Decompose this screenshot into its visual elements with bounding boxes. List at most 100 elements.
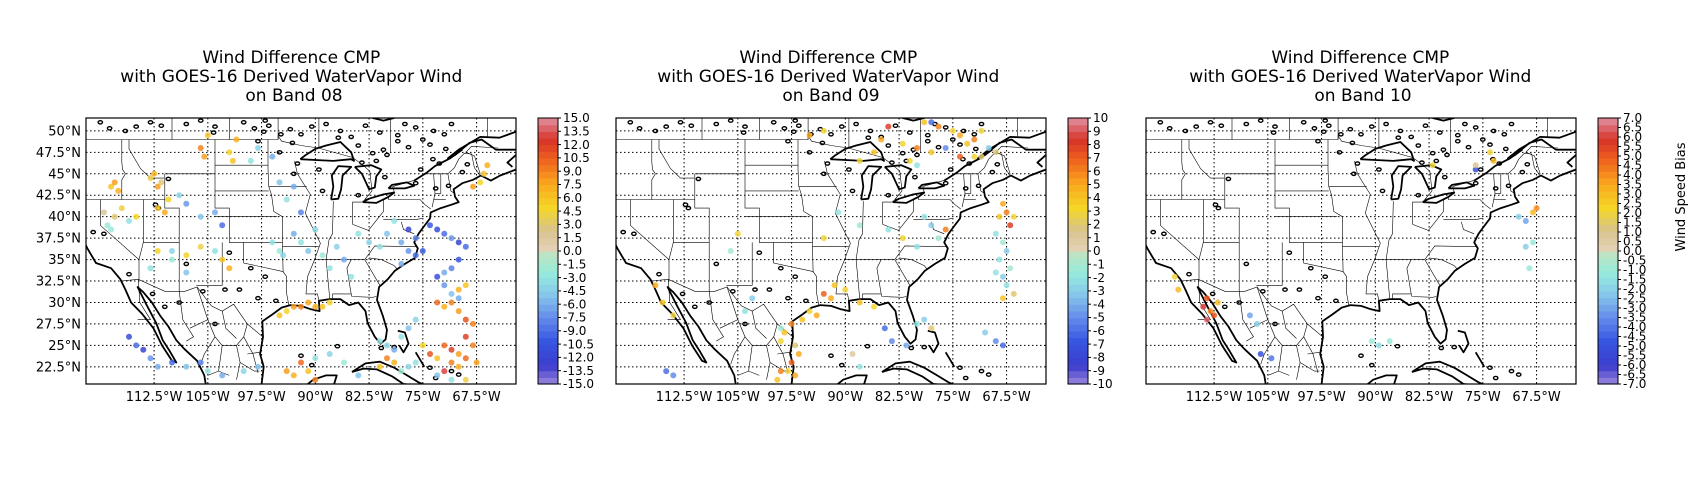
wind-bias-point	[398, 239, 405, 246]
wind-bias-point	[1472, 162, 1479, 169]
admin-boundary	[1160, 199, 1200, 280]
coastline	[1566, 154, 1576, 168]
wind-bias-point	[455, 351, 462, 357]
wind-bias-point	[1254, 320, 1261, 327]
lake-speck	[247, 265, 254, 271]
colorbar-segment	[1068, 237, 1088, 245]
colorbar-segment	[1068, 337, 1088, 345]
colorbar-segment	[1598, 337, 1618, 345]
wind-bias-point	[108, 183, 115, 190]
colorbar-segment	[1598, 177, 1618, 186]
colorbar-segment	[1068, 244, 1088, 252]
colorbar-segment	[538, 191, 558, 199]
wind-bias-point	[355, 230, 362, 237]
colorbar-segment	[538, 184, 558, 192]
wind-bias-point	[391, 218, 398, 224]
coastline	[1447, 181, 1476, 190]
wind-bias-point	[849, 351, 856, 357]
wind-bias-point	[197, 359, 204, 366]
admin-boundary	[121, 278, 264, 338]
lake-speck	[1322, 274, 1329, 280]
longitude-tick-label: 82.5°W	[345, 390, 393, 405]
admin-boundary	[726, 242, 753, 286]
lake-speck	[251, 126, 258, 131]
admin-boundary	[1507, 173, 1514, 193]
lake-speck	[323, 121, 329, 127]
lake-speck	[1440, 147, 1447, 152]
wind-bias-point	[928, 325, 935, 332]
wind-bias-point	[412, 235, 419, 242]
lake-speck	[315, 167, 322, 172]
lake-speck	[978, 368, 985, 374]
lake-speck	[695, 176, 702, 182]
wind-bias-point	[441, 342, 448, 349]
longitude-tick-label: 90°W	[1357, 390, 1393, 405]
admin-boundary	[447, 173, 454, 193]
lake-speck	[1502, 146, 1509, 152]
coastline	[506, 154, 516, 168]
colorbar-tick-label: 1.0	[1623, 225, 1642, 239]
wind-bias-point	[749, 295, 756, 302]
wind-bias-point	[942, 226, 949, 233]
colorbar-segment	[538, 211, 558, 219]
coastline	[354, 164, 383, 191]
lake-speck	[1376, 167, 1382, 172]
lake-speck	[240, 120, 247, 125]
map-geography	[86, 118, 516, 384]
wind-bias-point	[996, 213, 1003, 220]
lake-speck	[262, 118, 269, 123]
lake-speck	[756, 250, 763, 255]
lake-speck	[885, 192, 892, 198]
panel-title-line-3: on Band 09	[782, 86, 879, 106]
colorbar-segment	[1598, 364, 1618, 372]
wind-bias-point	[1257, 351, 1264, 357]
lake-speck	[1501, 131, 1508, 137]
admin-boundary	[651, 139, 656, 200]
colorbar-tick-label: -1.0	[1623, 263, 1646, 277]
coastline	[836, 374, 868, 384]
colorbar-tick-label: -5.0	[1623, 339, 1646, 353]
panel-title-band-09: Wind Difference CMP with GOES-16 Derived…	[657, 48, 1004, 106]
wind-bias-point	[376, 363, 383, 370]
wind-bias-point	[1000, 295, 1006, 302]
lake-speck	[975, 183, 982, 189]
lake-speck	[949, 137, 956, 142]
colorbar-segment	[1068, 284, 1088, 292]
wind-bias-point	[176, 192, 183, 199]
longitude-tick-label: 90°W	[297, 390, 333, 405]
wind-bias-point	[298, 359, 304, 366]
wind-bias-point	[290, 303, 297, 310]
wind-bias-point	[742, 308, 748, 315]
colorbar-segment	[1598, 164, 1618, 172]
coastline	[351, 360, 425, 384]
admin-boundary	[651, 278, 794, 338]
colorbar-segment	[1068, 144, 1088, 152]
lake-speck	[706, 300, 713, 305]
wind-bias-point	[427, 351, 433, 357]
lake-speck	[1320, 129, 1327, 134]
wind-bias-point	[448, 359, 455, 366]
lake-speck	[448, 368, 455, 374]
wind-bias-point	[147, 265, 154, 272]
colorbar-segment	[538, 197, 558, 206]
wind-bias-point	[197, 213, 204, 220]
colorbar-tick-label: 2.5	[1623, 197, 1642, 211]
lake-speck	[427, 365, 433, 371]
wind-bias-point	[312, 226, 319, 233]
wind-bias-point	[276, 179, 283, 186]
colorbar-segment	[1068, 324, 1088, 332]
lake-speck	[742, 321, 748, 327]
colorbar-segment	[538, 290, 558, 299]
wind-bias-point	[391, 346, 398, 353]
lake-speck	[222, 287, 228, 292]
colorbar-tick-label: 10.5	[563, 151, 590, 165]
admin-boundary	[352, 201, 362, 225]
wind-bias-point	[785, 368, 791, 375]
wind-bias-point	[204, 132, 211, 139]
lake-speck	[682, 202, 689, 207]
coastline	[1411, 360, 1485, 384]
wind-bias-point	[448, 290, 455, 297]
wind-bias-point	[734, 230, 741, 237]
colorbar-tick-label: -1.5	[1623, 273, 1646, 287]
